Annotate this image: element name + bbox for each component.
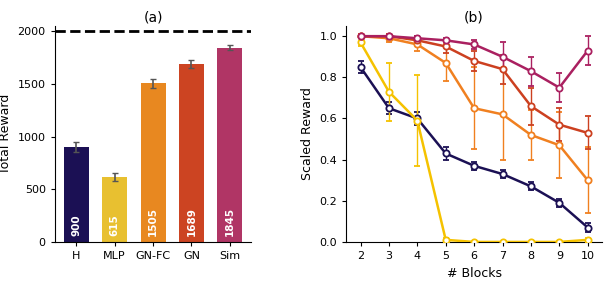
X-axis label: # Blocks: # Blocks [447,266,502,279]
Y-axis label: Scaled Reward: Scaled Reward [301,88,314,180]
Title: (a): (a) [143,11,163,25]
Text: 1689: 1689 [187,207,196,236]
Bar [218,48,243,242]
Bar [102,177,127,242]
Text: 1505: 1505 [148,206,158,236]
Text: 615: 615 [109,214,120,236]
Y-axis label: Total Reward: Total Reward [0,94,12,174]
Bar [64,147,89,242]
Title: (b): (b) [465,11,484,25]
Text: 900: 900 [71,214,81,236]
Text: 1845: 1845 [225,206,235,236]
Bar [140,83,165,242]
Bar [179,64,204,242]
